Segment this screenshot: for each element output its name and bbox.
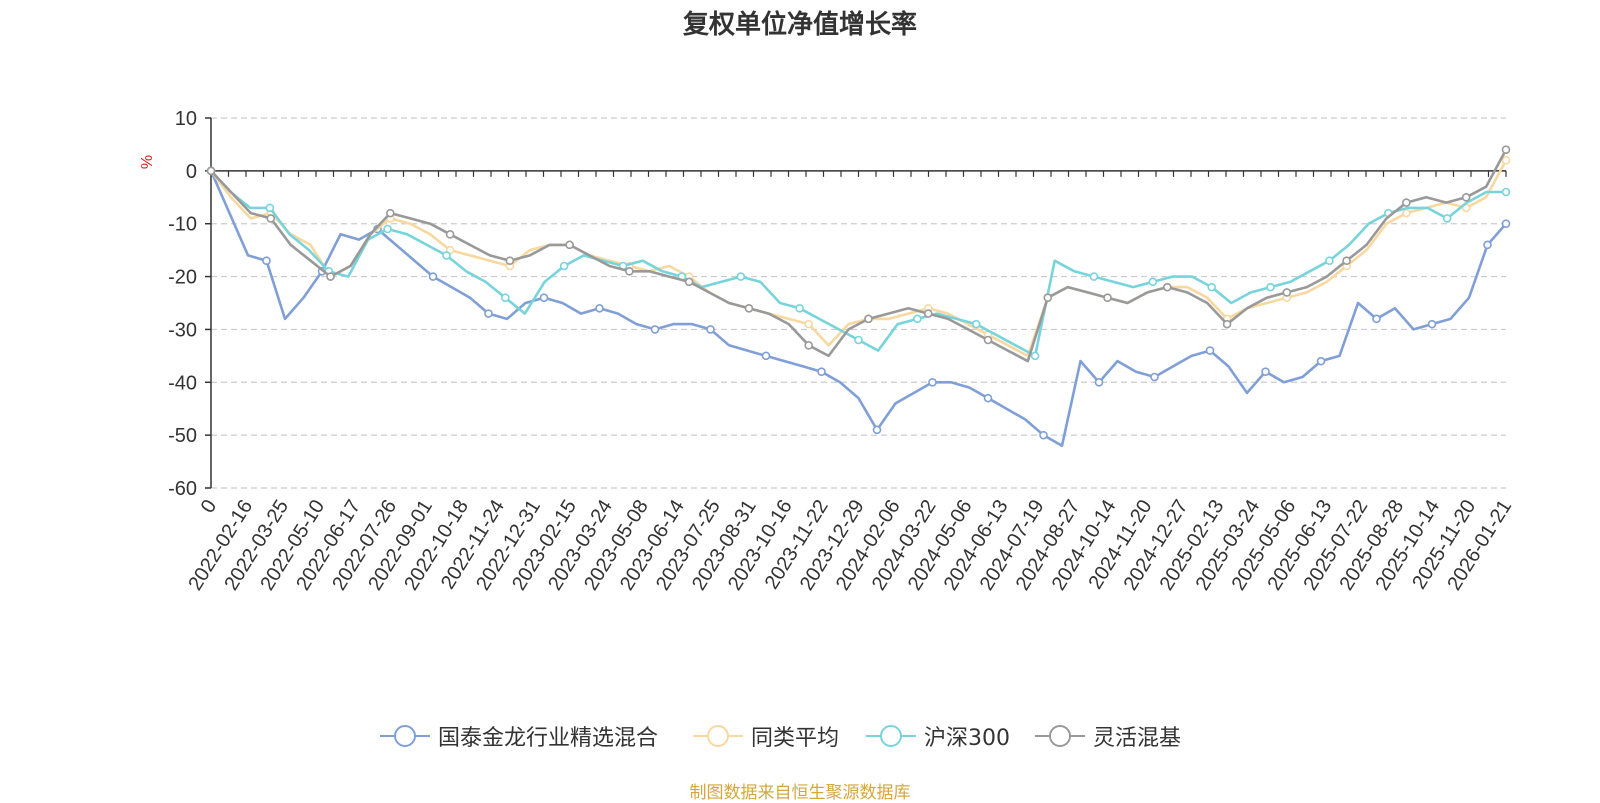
data-point bbox=[559, 261, 569, 271]
legend-marker-icon bbox=[866, 725, 916, 747]
y-tick-label: -20 bbox=[168, 267, 197, 289]
data-point bbox=[1222, 319, 1232, 329]
data-point bbox=[1261, 367, 1270, 377]
data-point bbox=[983, 393, 993, 403]
data-point bbox=[1501, 155, 1511, 165]
data-point bbox=[1030, 351, 1040, 361]
series-lines bbox=[206, 145, 1511, 447]
data-point bbox=[1205, 346, 1215, 355]
data-point bbox=[1266, 282, 1275, 292]
legend-label: 沪深300 bbox=[924, 726, 1010, 751]
data-point bbox=[1207, 282, 1216, 292]
data-point bbox=[539, 293, 549, 303]
data-point bbox=[872, 425, 882, 435]
data-point bbox=[595, 303, 604, 313]
legend-label: 同类平均 bbox=[751, 726, 840, 751]
data-point bbox=[1501, 187, 1511, 197]
y-tick-label: -40 bbox=[168, 372, 197, 394]
data-point bbox=[386, 208, 395, 218]
data-point bbox=[864, 314, 873, 324]
data-point bbox=[1402, 198, 1411, 207]
data-point bbox=[1094, 377, 1104, 387]
data-point bbox=[817, 367, 826, 377]
data-point bbox=[1316, 356, 1326, 366]
data-point bbox=[442, 251, 451, 260]
data-point bbox=[484, 309, 493, 318]
data-point bbox=[265, 203, 275, 213]
data-point bbox=[804, 340, 813, 350]
data-point bbox=[206, 166, 216, 176]
data-point bbox=[706, 325, 715, 334]
data-point bbox=[1325, 256, 1334, 266]
data-source-note: 制图数据来自恒生聚源数据库 bbox=[689, 783, 911, 803]
data-point bbox=[684, 277, 694, 287]
data-point bbox=[761, 351, 771, 361]
y-tick-label: -60 bbox=[168, 478, 197, 500]
data-point bbox=[795, 303, 804, 313]
legend-marker-icon bbox=[693, 725, 743, 747]
data-point bbox=[383, 224, 392, 234]
data-point bbox=[1282, 288, 1292, 297]
legend-marker-icon bbox=[1035, 725, 1085, 747]
data-point bbox=[1043, 293, 1053, 303]
legend-item-1[interactable]: 同类平均 bbox=[693, 718, 839, 754]
data-point bbox=[1089, 272, 1099, 281]
legend: 国泰金龙行业精选混合 同类平均 沪深300 灵活混基 bbox=[0, 718, 1600, 754]
x-tick-label: 0 bbox=[197, 496, 222, 517]
legend-marker-icon bbox=[380, 725, 430, 747]
data-point bbox=[913, 314, 922, 324]
data-point bbox=[262, 256, 271, 266]
data-point bbox=[804, 319, 813, 329]
data-point bbox=[971, 319, 981, 329]
legend-item-3[interactable]: 灵活混基 bbox=[1035, 718, 1181, 754]
data-point bbox=[1501, 219, 1511, 229]
data-point bbox=[1150, 372, 1159, 382]
data-point bbox=[501, 293, 510, 303]
data-point bbox=[923, 309, 933, 318]
y-axis-unit-label: % bbox=[139, 155, 156, 169]
data-point bbox=[505, 256, 515, 266]
y-axis: 10 0 -10 -20 -30 -40 -50 -60 bbox=[168, 108, 212, 500]
data-point bbox=[565, 240, 574, 250]
data-point bbox=[983, 335, 993, 345]
data-point bbox=[428, 272, 438, 281]
y-tick-label: -50 bbox=[168, 425, 197, 447]
y-tick-label: -10 bbox=[168, 214, 197, 236]
legend-item-0[interactable]: 国泰金龙行业精选混合 bbox=[380, 718, 658, 754]
data-point bbox=[650, 325, 660, 334]
data-point bbox=[1372, 314, 1381, 324]
chart-title: 复权单位净值增长率 bbox=[682, 10, 917, 40]
data-point bbox=[266, 214, 276, 223]
legend-label: 国泰金龙行业精选混合 bbox=[438, 726, 659, 751]
y-tick-label: 10 bbox=[175, 108, 197, 130]
legend-label: 灵活混基 bbox=[1093, 726, 1182, 751]
series-line-0 bbox=[209, 170, 1507, 447]
data-point bbox=[1402, 208, 1411, 218]
data-point bbox=[744, 303, 754, 313]
data-point bbox=[625, 266, 634, 276]
data-point bbox=[1148, 277, 1158, 287]
data-point bbox=[1501, 145, 1511, 155]
data-point bbox=[1039, 430, 1048, 440]
data-point bbox=[1483, 240, 1492, 250]
data-point bbox=[928, 377, 937, 387]
y-tick-label: -30 bbox=[168, 319, 197, 341]
data-point bbox=[445, 229, 455, 239]
data-point bbox=[854, 335, 863, 345]
data-point bbox=[326, 272, 335, 281]
data-point bbox=[1427, 319, 1437, 329]
data-point bbox=[1461, 192, 1471, 202]
y-tick-label: 0 bbox=[186, 161, 197, 183]
series-line-1 bbox=[209, 159, 1508, 358]
data-point bbox=[1103, 293, 1112, 303]
data-point bbox=[1442, 214, 1452, 223]
data-point bbox=[1163, 282, 1172, 292]
legend-item-2[interactable]: 沪深300 bbox=[866, 718, 1010, 754]
data-point bbox=[736, 272, 746, 281]
data-point bbox=[1342, 256, 1351, 266]
series-line-2 bbox=[210, 170, 1506, 358]
